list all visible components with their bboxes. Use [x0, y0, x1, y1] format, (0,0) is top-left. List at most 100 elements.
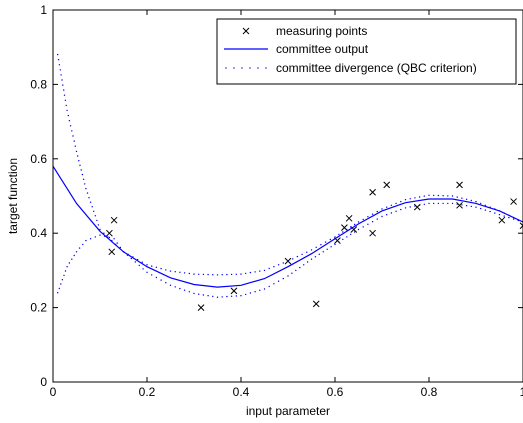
legend-label: committee output: [276, 42, 369, 56]
divergence-dot: [512, 218, 515, 220]
divergence-dot: [80, 169, 82, 171]
divergence-dot: [362, 226, 364, 228]
legend-line-dotted: [225, 67, 267, 69]
divergence-dot: [498, 210, 501, 212]
divergence-dot: [134, 261, 136, 263]
divergence-dot: [79, 164, 81, 166]
marker-stroke: [230, 287, 238, 295]
divergence-dot: [371, 213, 374, 215]
divergence-dot: [296, 255, 299, 258]
divergence-dot: [155, 276, 158, 279]
divergence-dot: [395, 210, 397, 212]
divergence-dot: [183, 272, 186, 274]
divergence-dot: [338, 241, 340, 243]
divergence-dot: [245, 272, 247, 275]
divergence-dot: [259, 270, 261, 272]
divergence-dot: [263, 269, 266, 272]
divergence-dot: [367, 223, 369, 225]
measuring-point: [110, 216, 118, 224]
marker-stroke: [519, 222, 523, 227]
divergence-dot: [249, 292, 252, 294]
divergence-dot: [193, 273, 195, 275]
marker-stroke: [345, 214, 353, 222]
marker-stroke: [312, 300, 320, 308]
divergence-dot: [60, 283, 62, 285]
measuring-point: [519, 222, 523, 230]
divergence-dot: [498, 213, 501, 216]
divergence-dot: [447, 195, 449, 197]
divergence-dot: [68, 262, 71, 264]
measuring-point: [456, 201, 463, 209]
divergence-dot: [69, 125, 72, 127]
divergence-dot: [353, 231, 356, 233]
marker-stroke: [350, 226, 358, 233]
y-tick-label: 0.6: [30, 152, 47, 166]
divergence-dot: [400, 200, 402, 203]
divergence-dot: [456, 196, 458, 198]
divergence-dot: [437, 194, 440, 197]
divergence-dot: [418, 204, 421, 206]
divergence-dot: [165, 269, 167, 271]
divergence-dot: [494, 208, 496, 210]
legend-dot: [257, 67, 259, 69]
divergence-dot: [226, 295, 228, 298]
divergence-dot: [442, 202, 444, 205]
legend-dot: [241, 67, 243, 69]
divergence-dot: [198, 273, 200, 275]
divergence-dot: [57, 53, 59, 56]
divergence-dot: [99, 234, 101, 236]
divergence-dot: [254, 271, 256, 273]
divergence-dot: [273, 266, 275, 268]
divergence-dot: [282, 262, 284, 264]
divergence-dot: [240, 295, 242, 297]
marker-stroke: [510, 198, 517, 205]
marker-stroke: [110, 216, 118, 224]
divergence-dot: [126, 254, 129, 256]
divergence-dot: [66, 266, 68, 268]
divergence-dot: [130, 257, 132, 260]
divergence-dot: [82, 243, 84, 246]
legend-label: committee divergence (QBC criterion): [276, 61, 477, 75]
series-layer: [52, 53, 523, 311]
divergence-dot: [84, 183, 86, 185]
divergence-dot: [489, 206, 491, 208]
divergence-dot: [357, 221, 360, 223]
divergence-dot: [353, 223, 356, 226]
marker-stroke: [383, 181, 391, 189]
divergence-dot: [155, 266, 158, 268]
divergence-dot: [61, 79, 63, 81]
divergence-dot: [58, 64, 61, 66]
divergence-dot: [63, 274, 65, 277]
y-tick-label: 0.4: [30, 226, 47, 240]
divergence-dot: [207, 273, 209, 276]
divergence-dot: [512, 216, 515, 219]
divergence-dot: [451, 202, 454, 205]
divergence-dot: [207, 295, 209, 297]
marker-stroke: [369, 229, 376, 237]
legend-dot: [233, 67, 235, 69]
divergence-dot: [216, 296, 219, 298]
divergence-dot: [404, 207, 407, 209]
divergence-dot: [480, 202, 482, 205]
divergence-dot: [263, 288, 266, 290]
divergence-dot: [503, 215, 505, 217]
divergence-dot: [174, 271, 176, 273]
divergence-dot: [310, 249, 313, 251]
divergence-dot: [315, 246, 317, 248]
divergence-dot: [78, 160, 80, 162]
divergence-dot: [165, 282, 167, 284]
divergence-dot: [303, 264, 305, 266]
divergence-dot: [146, 264, 148, 266]
divergence-dot: [508, 216, 510, 219]
divergence-dot: [183, 289, 186, 291]
divergence-dot: [86, 192, 89, 194]
divergence-dot: [202, 273, 205, 276]
divergence-dot: [146, 271, 148, 273]
y-axis-label: target function: [6, 158, 20, 234]
marker-stroke: [456, 201, 463, 209]
divergence-dot: [138, 264, 140, 267]
divergence-dot: [141, 261, 143, 263]
divergence-dot: [62, 84, 64, 86]
divergence-dot: [381, 208, 383, 210]
